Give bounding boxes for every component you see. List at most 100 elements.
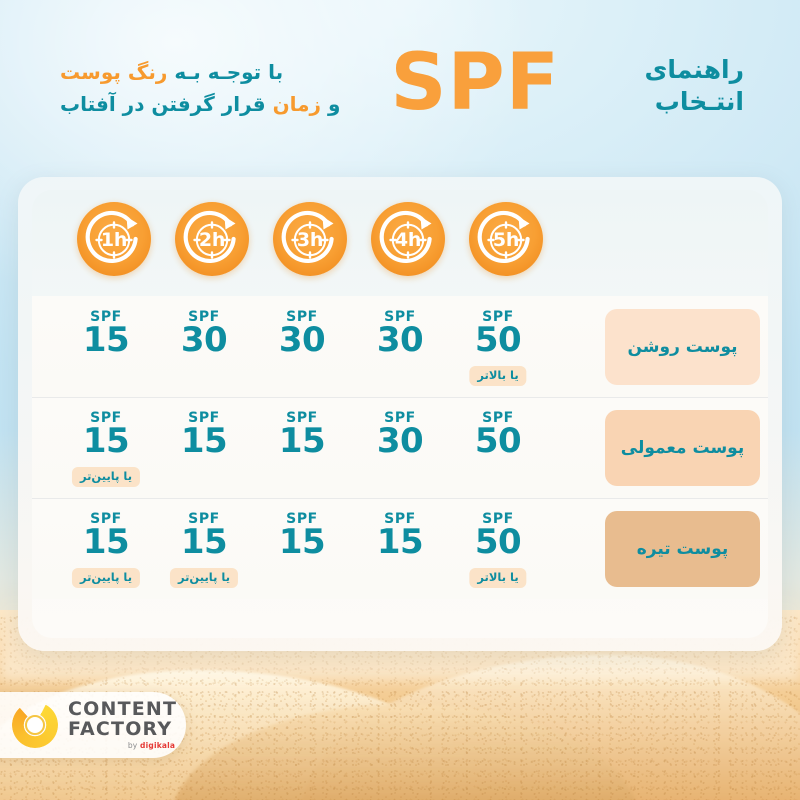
- header: راهنمای انتـخاب SPF با توجـه بـه رنگ پوس…: [0, 44, 800, 158]
- spf-label: SPF: [188, 410, 220, 426]
- spf-value: 15: [82, 320, 130, 360]
- spf-cell: SPF 30: [352, 397, 448, 498]
- spf-qualifier-badge: یا پایین‌تر: [71, 467, 141, 487]
- content-factory-icon: [12, 702, 58, 748]
- spf-table-row: SPF 50 یا بالاتر SPF 15 SPF 15 SPF 15 یا پایین‌تر…: [32, 498, 768, 599]
- spf-cell: SPF 50 یا بالاتر: [450, 296, 546, 397]
- spf-table-card: 5h 4h 3h 2h 1h SPF 50 یا بالاتر SPF 30 SPF 30 SPF 30…: [32, 190, 768, 638]
- clock-arrow-glyph: [477, 210, 530, 264]
- spf-label: SPF: [482, 309, 514, 325]
- spf-cell: SPF 15: [156, 397, 252, 498]
- subtitle-line2-prefix: و: [321, 92, 341, 117]
- spf-label: SPF: [188, 309, 220, 325]
- header-subtitle: با توجـه بـه رنگ پوست و زمان قرار گرفتن …: [60, 56, 380, 121]
- clock-2h-label: 2h: [198, 228, 226, 251]
- brand-byline-name: digikala: [140, 741, 176, 751]
- spf-value: 30: [180, 320, 228, 360]
- spf-cell: SPF 30: [156, 296, 252, 397]
- clock-4h-icon: 4h: [371, 202, 445, 276]
- spf-cell: SPF 15 یا پایین‌تر: [156, 498, 252, 599]
- spf-label: SPF: [384, 511, 416, 527]
- duration-header-row: 5h 4h 3h 2h 1h: [32, 202, 768, 290]
- spf-cell: SPF 15: [254, 397, 350, 498]
- spf-table-body: SPF 50 یا بالاتر SPF 30 SPF 30 SPF 30 SPF 15 پوست ر…: [32, 296, 768, 599]
- spf-label: SPF: [482, 511, 514, 527]
- subtitle-line1-plain: با توجـه بـه: [167, 60, 284, 84]
- spf-label: SPF: [90, 309, 122, 325]
- spf-table-row: SPF 50 یا بالاتر SPF 30 SPF 30 SPF 30 SPF 15 پوست ر…: [32, 296, 768, 397]
- spf-qualifier-badge: یا بالاتر: [469, 568, 527, 588]
- spf-value: 30: [376, 421, 424, 461]
- brand-line-1: CONTENT: [68, 698, 178, 721]
- clock-arrow-glyph: [379, 210, 432, 264]
- spf-value: 15: [82, 421, 130, 461]
- spf-label: SPF: [482, 410, 514, 426]
- spf-value: 15: [376, 522, 424, 562]
- brand-byline-prefix: by: [127, 741, 141, 751]
- clock-3h-label: 3h: [296, 228, 324, 251]
- spf-label: SPF: [188, 511, 220, 527]
- spf-cell: SPF 50: [450, 397, 546, 498]
- spf-table-row: SPF 50 SPF 30 SPF 15 SPF 15 SPF 15 یا پایین‌تر پوست…: [32, 397, 768, 498]
- row-divider: [32, 397, 768, 398]
- clock-arrow-glyph: [85, 210, 138, 264]
- spf-qualifier-badge: یا پایین‌تر: [169, 568, 239, 588]
- skin-tone-label-dark: پوست تیره: [605, 511, 760, 587]
- subtitle-line2: و زمان قرار گرفتن در آفتاب: [60, 88, 380, 120]
- spf-cell: SPF 15: [352, 498, 448, 599]
- clock-5h-icon: 5h: [469, 202, 543, 276]
- spf-cell: SPF 15: [254, 498, 350, 599]
- page-title-line1: راهنمای: [644, 55, 744, 84]
- brand-logo: CONTENT FACTORY by digikala: [0, 692, 186, 758]
- spf-cell: SPF 30: [352, 296, 448, 397]
- spf-value: 50: [474, 522, 522, 562]
- clock-1h-icon: 1h: [77, 202, 151, 276]
- page-title-line2: انتـخاب: [654, 87, 744, 116]
- spf-label: SPF: [90, 511, 122, 527]
- spf-value: 50: [474, 320, 522, 360]
- spf-value: 15: [180, 421, 228, 461]
- clock-2h-icon: 2h: [175, 202, 249, 276]
- brand-line-2: FACTORY: [68, 717, 173, 740]
- clock-arrow-glyph: [281, 210, 334, 264]
- skin-tone-label-light: پوست روشن: [605, 309, 760, 385]
- spf-label: SPF: [286, 511, 318, 527]
- spf-cell: SPF 30: [254, 296, 350, 397]
- spf-value: 15: [82, 522, 130, 562]
- spf-cell: SPF 15: [58, 296, 154, 397]
- subtitle-line2-plain: قرار گرفتن در آفتاب: [60, 92, 273, 117]
- spf-label: SPF: [90, 410, 122, 426]
- spf-value: 15: [278, 522, 326, 562]
- spf-wordmark: SPF: [390, 38, 560, 128]
- subtitle-line2-accent: زمان: [272, 92, 322, 117]
- clock-3h-icon: 3h: [273, 202, 347, 276]
- clock-5h-label: 5h: [492, 228, 520, 251]
- spf-label: SPF: [286, 309, 318, 325]
- spf-label: SPF: [384, 309, 416, 325]
- spf-value: 15: [278, 421, 326, 461]
- spf-label: SPF: [384, 410, 416, 426]
- subtitle-line1-accent: رنگ پوست: [60, 60, 168, 84]
- brand-logo-text: CONTENT FACTORY by digikala: [68, 698, 178, 750]
- spf-value: 50: [474, 421, 522, 461]
- row-divider: [32, 498, 768, 499]
- clock-arrow-glyph: [183, 210, 236, 264]
- brand-byline: by digikala: [68, 742, 177, 750]
- spf-label: SPF: [286, 410, 318, 426]
- spf-qualifier-badge: یا پایین‌تر: [71, 568, 141, 588]
- spf-value: 30: [376, 320, 424, 360]
- subtitle-line1: با توجـه بـه رنگ پوست: [60, 56, 380, 88]
- spf-value: 30: [278, 320, 326, 360]
- spf-cell: SPF 50 یا بالاتر: [450, 498, 546, 599]
- spf-cell: SPF 15 یا پایین‌تر: [58, 498, 154, 599]
- spf-cell: SPF 15 یا پایین‌تر: [58, 397, 154, 498]
- spf-table-card-outer: 5h 4h 3h 2h 1h SPF 50 یا بالاتر SPF 30 SPF 30 SPF 30…: [18, 177, 782, 651]
- skin-tone-label-normal: پوست معمولی: [605, 410, 760, 486]
- clock-4h-label: 4h: [394, 228, 422, 251]
- clock-1h-label: 1h: [100, 228, 128, 251]
- spf-value: 15: [180, 522, 228, 562]
- logo-inner-circle-icon: [25, 715, 45, 735]
- spf-qualifier-badge: یا بالاتر: [469, 366, 527, 386]
- page-title: راهنمای انتـخاب: [564, 54, 744, 118]
